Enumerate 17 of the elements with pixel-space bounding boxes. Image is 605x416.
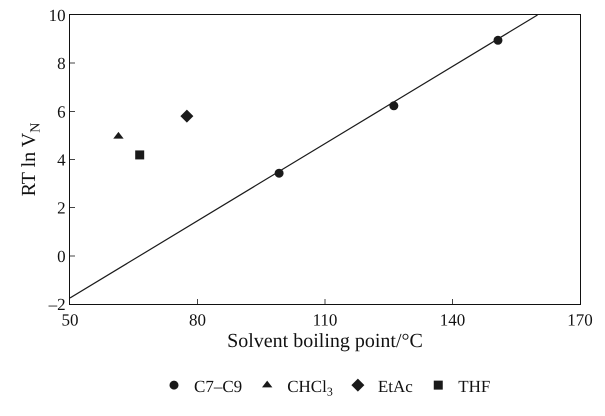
x-tick-label: 170 — [567, 310, 593, 330]
x-tick-label: 80 — [189, 310, 206, 330]
legend-label: EtAc — [378, 376, 414, 396]
y-tick-label: 0 — [57, 246, 66, 266]
legend-label: C7–C9 — [194, 376, 242, 396]
y-tick-label: 8 — [57, 54, 66, 74]
legend-label: CHCl$_{3}$ — [287, 376, 333, 398]
x-tick-label: 140 — [440, 310, 466, 330]
legend-label: THF — [458, 376, 490, 396]
point — [180, 110, 194, 123]
x-axis-title: Solvent boiling point/°C — [227, 330, 423, 352]
y-tick-label: 10 — [48, 6, 66, 25]
point — [135, 150, 144, 160]
y-tick-label: 6 — [57, 102, 66, 122]
y-tick-label: 2 — [57, 198, 66, 218]
x-tick-label: 110 — [312, 310, 338, 330]
y-tick-label: 4 — [57, 150, 66, 170]
